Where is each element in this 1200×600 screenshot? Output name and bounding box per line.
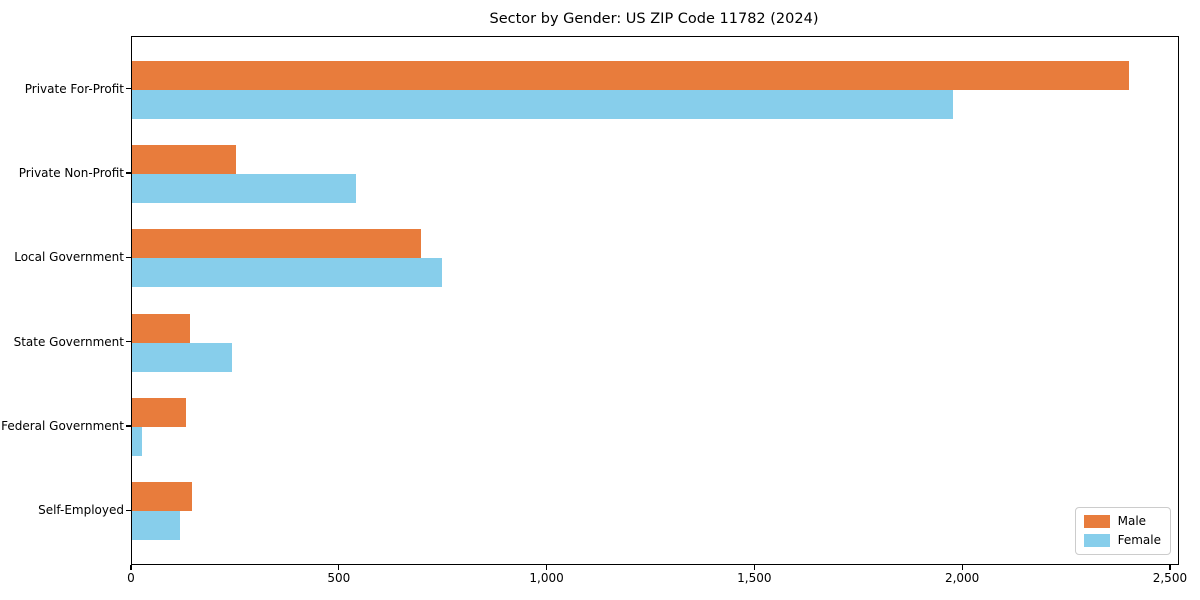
bar-female-5: [132, 511, 180, 541]
y-tick-label: State Government: [13, 334, 124, 349]
x-tick-mark: [545, 564, 548, 570]
x-tick-mark: [1169, 564, 1171, 570]
x-tick-label: 1,500: [737, 571, 772, 585]
y-tick-label: Private For-Profit: [24, 81, 124, 96]
bar-female-4: [132, 426, 143, 456]
x-tick-mark: [130, 564, 132, 570]
bar-male-2: [132, 229, 421, 259]
bar-female-1: [132, 174, 357, 204]
legend: Male Female: [1074, 507, 1171, 555]
y-tick-mark: [126, 88, 131, 90]
y-tick-label: Local Government: [14, 250, 124, 265]
x-tick-mark: [961, 564, 963, 570]
x-tick-label: 2,500: [1152, 571, 1188, 585]
legend-male-label: Male: [1117, 514, 1147, 528]
legend-female-label: Female: [1117, 533, 1161, 547]
bar-female-0: [132, 89, 953, 119]
legend-male-swatch: [1083, 515, 1110, 528]
bar-female-2: [132, 258, 442, 288]
legend-row-female: Female: [1083, 533, 1161, 547]
legend-row-male: Male: [1083, 514, 1161, 528]
x-tick-label: 0: [127, 571, 135, 585]
x-tick-label: 1,000: [529, 571, 564, 585]
x-tick-mark: [753, 564, 755, 570]
y-tick-mark: [126, 172, 131, 174]
bar-male-4: [132, 397, 187, 427]
y-tick-label: Private Non-Profit: [18, 166, 124, 181]
y-tick-mark: [126, 509, 131, 511]
legend-female-swatch: [1083, 534, 1110, 547]
bar-female-3: [132, 342, 232, 372]
chart-title: Sector by Gender: US ZIP Code 11782 (202…: [489, 11, 819, 27]
y-tick-mark: [126, 256, 131, 258]
bar-male-5: [132, 482, 193, 512]
y-tick-label: Self-Employed: [38, 503, 124, 518]
plot-area: Male Female: [131, 36, 1179, 565]
x-tick-label: 500: [327, 571, 351, 585]
bar-male-0: [132, 60, 1130, 90]
x-tick-label: 2,000: [944, 571, 980, 585]
bar-male-3: [132, 313, 191, 343]
y-tick-label: Federal Government: [1, 418, 124, 433]
x-tick-mark: [338, 564, 340, 570]
y-tick-mark: [126, 425, 131, 427]
bar-male-1: [132, 145, 236, 175]
y-tick-mark: [126, 341, 131, 343]
